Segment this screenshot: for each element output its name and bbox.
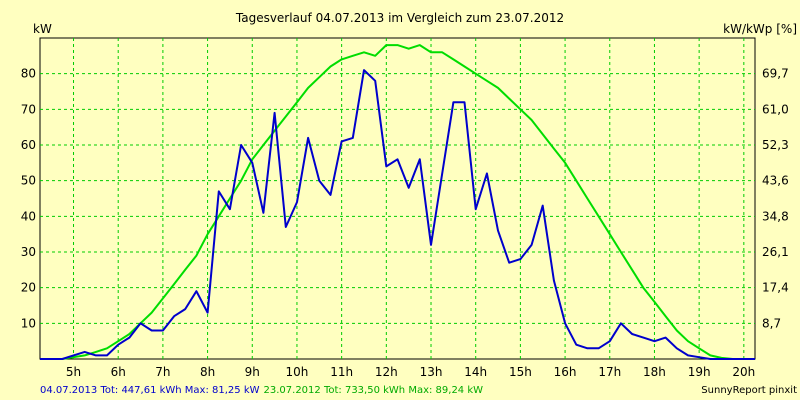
x-tick-label: 7h — [155, 365, 170, 379]
y-axis-left-label: kW — [33, 22, 52, 36]
x-tick-label: 13h — [420, 365, 443, 379]
credit: SunnyReport pinxit — [701, 385, 797, 396]
y-tick-label-left: 80 — [21, 67, 36, 81]
x-tick-label: 12h — [375, 365, 398, 379]
y-tick-label-left: 10 — [21, 316, 36, 330]
x-tick-label: 14h — [464, 365, 487, 379]
y-tick-label-right: 34,8 — [762, 209, 789, 223]
footer-stats: 04.07.2013 Tot: 447,61 kWh Max: 81,25 kW… — [40, 385, 483, 396]
y-tick-label-right: 43,6 — [762, 174, 789, 188]
grid — [40, 38, 755, 359]
x-tick-label: 15h — [509, 365, 532, 379]
y-tick-label-right: 52,3 — [762, 138, 789, 152]
x-tick-label: 5h — [66, 365, 81, 379]
x-tick-label: 10h — [286, 365, 309, 379]
y-tick-label-right: 69,7 — [762, 67, 789, 81]
x-tick-label: 17h — [598, 365, 621, 379]
chart-title: Tagesverlauf 04.07.2013 im Vergleich zum… — [235, 11, 564, 25]
series1-stats: Tot: 447,61 kWh Max: 81,25 kW — [97, 385, 259, 396]
x-tick-label: 6h — [111, 365, 126, 379]
series2-stats: Tot: 733,50 kWh Max: 89,24 kW — [321, 385, 483, 396]
y-tick-label-left: 70 — [21, 102, 36, 116]
y-tick-label-left: 60 — [21, 138, 36, 152]
y-tick-label-left: 50 — [21, 174, 36, 188]
y-axis-right-label: kW/kWp [%] — [723, 22, 797, 36]
series2-date: 23.07.2012 — [264, 385, 321, 396]
x-tick-label: 20h — [732, 365, 755, 379]
x-tick-label: 16h — [554, 365, 577, 379]
y-tick-label-left: 40 — [21, 209, 36, 223]
series-line-23.07.2012 — [40, 44, 755, 360]
y-axis-right: 8,7 17,4 26,1 34,8 43,6 52,3 61,0 69,7 — [762, 67, 789, 331]
series-layer — [40, 44, 755, 360]
y-tick-label-right: 8,7 — [762, 316, 781, 330]
y-tick-label-left: 20 — [21, 281, 36, 295]
y-tick-label-right: 26,1 — [762, 245, 789, 259]
y-tick-label-left: 30 — [21, 245, 36, 259]
series-line-04.07.2013 — [40, 69, 755, 360]
x-tick-label: 11h — [330, 365, 353, 379]
x-tick-label: 19h — [688, 365, 711, 379]
y-tick-label-right: 61,0 — [762, 102, 789, 116]
series1-date: 04.07.2013 — [40, 385, 97, 396]
y-tick-label-right: 17,4 — [762, 281, 789, 295]
x-axis: 5h 6h 7h 8h 9h 10h 11h 12h 13h 14h 15h 16h 17h 18h 19h… — [66, 365, 755, 379]
x-tick-label: 9h — [245, 365, 260, 379]
y-axis-left: 10 20 30 40 50 60 70 80 — [21, 67, 36, 331]
plot-area — [39, 37, 756, 360]
x-tick-label: 18h — [643, 365, 666, 379]
x-tick-label: 8h — [200, 365, 215, 379]
